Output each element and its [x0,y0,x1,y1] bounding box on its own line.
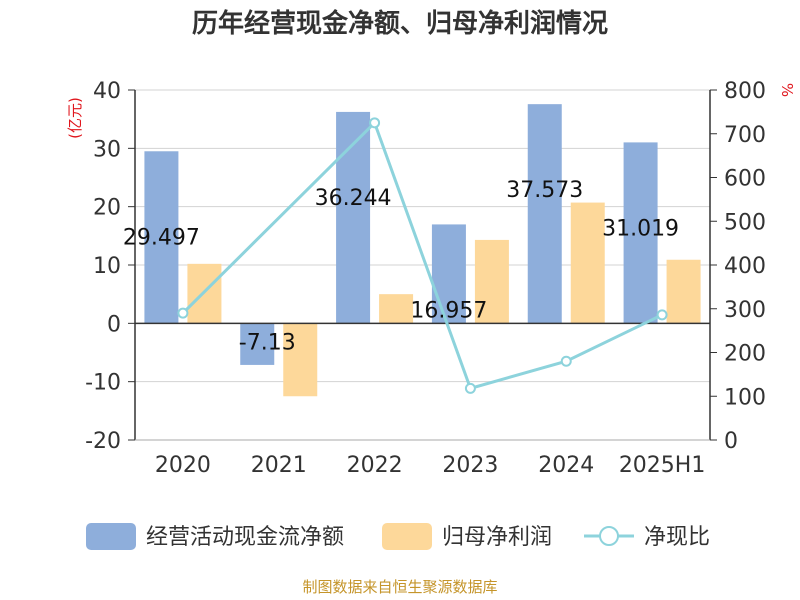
cashflow-value-label: -7.13 [239,330,296,355]
left-tick-label: 40 [93,79,121,104]
net-profit-bar [379,294,414,324]
x-tick-label: 2022 [347,453,403,478]
data-labels: 29.497 -7.13 36.244 16.957 37.573 31.019 [123,178,679,355]
right-tick-label: 700 [724,123,766,148]
legend-label: 经营活动现金流净额 [146,525,344,550]
ratio-point [656,309,668,321]
x-tick-label: 2025H1 [619,453,706,478]
chart-title: 历年经营现金净额、归母净利润情况 [192,8,608,39]
ratio-point [560,355,572,367]
bar-layer [144,104,701,397]
cashflow-value-label: 31.019 [602,216,679,241]
legend-item[interactable]: 归母净利润 [382,523,552,550]
right-axis-unit: % [778,83,796,97]
x-tick-label: 2023 [442,453,498,478]
legend-swatch [86,523,136,550]
ratio-point [464,382,476,394]
legend-swatch [382,523,432,550]
cashflow-value-label: 29.497 [123,225,200,250]
net-profit-bar [474,239,509,324]
cashflow-value-label: 36.244 [315,186,392,211]
net-profit-bar [283,323,318,397]
x-tick-label: 2024 [538,453,594,478]
right-tick-label: 300 [724,298,766,323]
right-tick-label: 500 [724,210,766,235]
net-profit-bar [570,202,605,324]
cashflow-value-label: 16.957 [410,298,487,323]
left-tick-label: 0 [107,312,121,337]
legend[interactable]: 经营活动现金流净额 归母净利润 净现比 [86,523,710,550]
x-tick-label: 2020 [155,453,211,478]
left-tick-label: 30 [93,137,121,162]
left-tick-label: -10 [85,371,121,396]
right-tick-label: 0 [724,429,738,454]
right-tick-label: 800 [724,79,766,104]
legend-item[interactable]: 经营活动现金流净额 [86,523,344,550]
left-tick-label: 10 [93,254,121,279]
axes: 403020100-10-208007006005004003002001000… [85,79,766,478]
left-tick-label: -20 [85,429,121,454]
cashflow-bar [623,142,658,324]
cashflow-value-label: 37.573 [506,178,583,203]
cashflow-bar [240,323,275,365]
right-tick-label: 600 [724,167,766,192]
legend-item[interactable]: 净现比 [584,525,710,550]
right-tick-label: 200 [724,342,766,367]
cashflow-bar [144,151,179,324]
cashflow-bar [431,224,466,324]
ratio-line-layer [177,117,668,394]
x-tick-label: 2021 [251,453,307,478]
legend-marker [599,526,619,546]
cashflow-bar [336,111,371,324]
source-note: 制图数据来自恒生聚源数据库 [302,578,497,596]
right-tick-label: 100 [724,385,766,410]
left-tick-label: 20 [93,196,121,221]
net-profit-bar [666,259,701,324]
right-tick-label: 400 [724,254,766,279]
ratio-point [177,307,189,319]
ratio-point [369,117,381,129]
cashflow-bar [527,104,562,324]
legend-label: 归母净利润 [442,525,552,550]
legend-label: 净现比 [644,525,710,550]
left-axis-unit: (亿元) [66,97,84,139]
